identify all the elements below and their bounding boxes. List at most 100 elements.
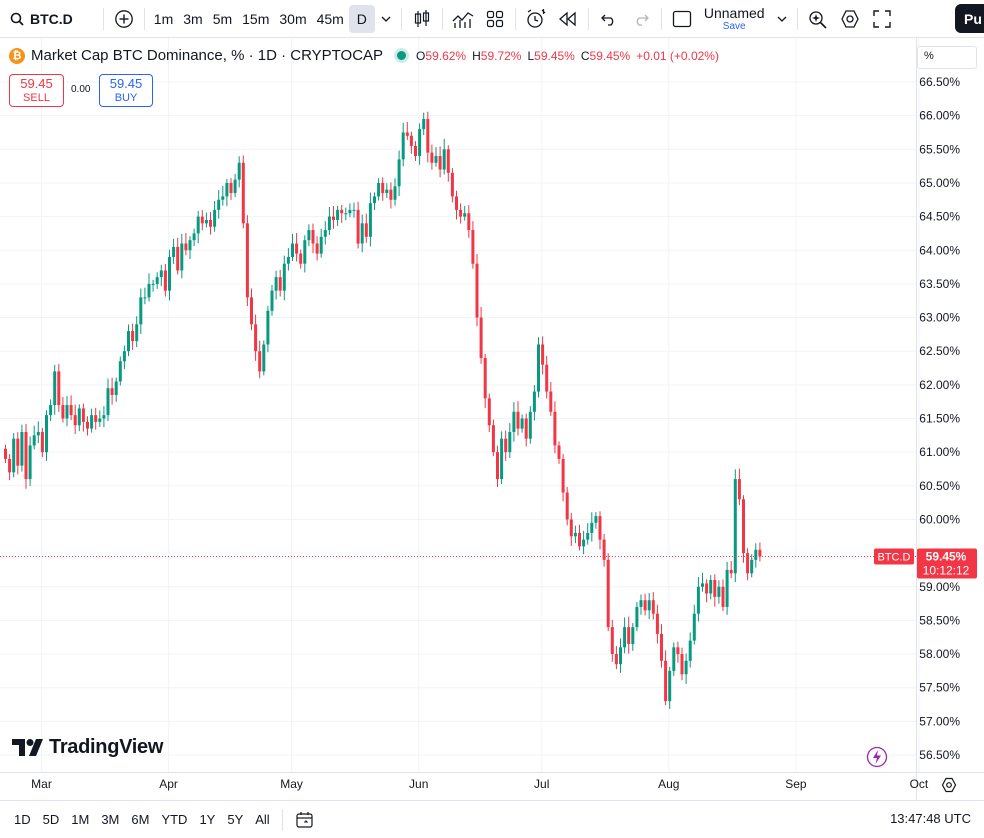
range-6m[interactable]: 6M bbox=[131, 812, 150, 827]
last-price-value: 59.45% bbox=[926, 549, 967, 563]
candle bbox=[373, 192, 376, 211]
candle bbox=[139, 288, 143, 334]
compare-symbol-button[interactable] bbox=[108, 5, 140, 33]
interval-d[interactable]: D bbox=[348, 4, 375, 33]
candle bbox=[590, 512, 594, 542]
candle bbox=[606, 553, 610, 632]
candle bbox=[98, 410, 102, 427]
publish-button[interactable]: Pu bbox=[955, 4, 984, 33]
candle bbox=[28, 436, 32, 486]
alarm-clock-icon bbox=[527, 8, 546, 28]
indicators-button[interactable] bbox=[447, 5, 479, 33]
rewind-icon bbox=[558, 11, 576, 26]
tradingview-logo[interactable]: TradingView bbox=[12, 736, 163, 759]
candle bbox=[684, 653, 688, 684]
candle bbox=[643, 593, 647, 616]
sell-label: SELL bbox=[23, 91, 50, 104]
candle bbox=[49, 399, 53, 422]
candle bbox=[327, 206, 331, 236]
candle bbox=[344, 207, 348, 221]
undo-button[interactable] bbox=[593, 5, 625, 33]
utc-clock[interactable]: 13:47:48 UTC bbox=[890, 811, 971, 826]
range-1y[interactable]: 1Y bbox=[199, 812, 216, 827]
layout-button[interactable] bbox=[666, 5, 698, 33]
range-ytd[interactable]: YTD bbox=[161, 812, 188, 827]
candle bbox=[709, 575, 713, 600]
time-tick-label: Mar bbox=[31, 777, 52, 791]
candle bbox=[217, 190, 221, 219]
candle bbox=[528, 406, 532, 444]
price-chart[interactable]: 56.50%57.00%57.50%58.00%58.50%59.00%59.5… bbox=[0, 38, 984, 800]
range-all[interactable]: All bbox=[255, 812, 270, 827]
candle bbox=[45, 410, 48, 461]
candle bbox=[582, 530, 586, 555]
settings-button[interactable] bbox=[834, 5, 866, 33]
market-status-dot[interactable] bbox=[397, 51, 407, 60]
candle bbox=[8, 454, 12, 481]
redo-button[interactable] bbox=[625, 5, 657, 33]
ohlc-values: O59.62% H59.72% L59.45% C59.45% +0.01 (+… bbox=[416, 49, 719, 63]
price-tick-label: 58.50% bbox=[919, 613, 960, 627]
candle bbox=[631, 623, 635, 651]
candle bbox=[422, 112, 426, 136]
price-scale-unit[interactable]: % bbox=[917, 46, 977, 69]
divider bbox=[441, 7, 443, 30]
candle bbox=[610, 619, 614, 662]
symbol-search[interactable]: BTC.D bbox=[0, 0, 83, 37]
range-1m[interactable]: 1M bbox=[71, 812, 90, 827]
candle bbox=[348, 203, 352, 218]
fullscreen-button[interactable] bbox=[866, 5, 898, 33]
last-price-label-bg bbox=[917, 548, 977, 579]
candle bbox=[725, 561, 729, 615]
alert-button[interactable] bbox=[520, 5, 552, 33]
candle bbox=[122, 345, 126, 370]
interval-30m[interactable]: 30m bbox=[279, 10, 307, 27]
interval-45m[interactable]: 45m bbox=[316, 10, 344, 27]
price-tick-label: 65.50% bbox=[919, 142, 960, 156]
legend-title[interactable]: Market Cap BTC Dominance, % · 1D · CRYPT… bbox=[31, 47, 384, 64]
go-to-date-button[interactable] bbox=[289, 806, 321, 834]
layout-name[interactable]: Unnamed Save bbox=[704, 6, 765, 32]
candle bbox=[159, 264, 163, 286]
templates-button[interactable] bbox=[479, 5, 511, 33]
sell-button[interactable]: 59.45 SELL bbox=[9, 74, 64, 107]
interval-1m[interactable]: 1m bbox=[153, 10, 174, 27]
candle bbox=[475, 254, 479, 327]
candle bbox=[241, 155, 245, 229]
candle bbox=[151, 279, 155, 292]
range-1d[interactable]: 1D bbox=[14, 812, 31, 827]
candle bbox=[463, 205, 467, 221]
candle bbox=[483, 353, 487, 409]
range-5y[interactable]: 5Y bbox=[227, 812, 244, 827]
range-3m[interactable]: 3M bbox=[101, 812, 120, 827]
chart-type-button[interactable] bbox=[406, 5, 438, 33]
candle bbox=[459, 203, 463, 224]
candle bbox=[291, 233, 294, 262]
candle bbox=[467, 205, 471, 238]
candle bbox=[668, 666, 672, 709]
lightning-icon[interactable] bbox=[866, 746, 888, 768]
settings-scale-icon[interactable] bbox=[941, 777, 957, 793]
candle bbox=[250, 288, 253, 331]
quick-search-button[interactable] bbox=[802, 5, 834, 33]
interval-3m[interactable]: 3m bbox=[183, 10, 203, 27]
bar-countdown: 10:12:12 bbox=[923, 563, 970, 577]
interval-dropdown[interactable] bbox=[375, 5, 397, 33]
candle bbox=[450, 168, 454, 203]
buy-button[interactable]: 59.45 BUY bbox=[99, 74, 153, 107]
replay-button[interactable] bbox=[552, 5, 584, 33]
range-5d[interactable]: 5D bbox=[42, 812, 60, 827]
sell-price: 59.45 bbox=[20, 75, 53, 91]
candle bbox=[20, 424, 24, 472]
candle bbox=[172, 238, 176, 264]
interval-15m[interactable]: 15m bbox=[242, 10, 270, 27]
price-tick-label: 63.00% bbox=[919, 311, 960, 325]
last-price-marker: BTC.D 59.45%10:12:12 bbox=[0, 548, 977, 579]
candle bbox=[368, 192, 372, 247]
candle bbox=[692, 604, 696, 645]
candle bbox=[414, 141, 417, 162]
candle bbox=[356, 201, 360, 249]
candle bbox=[90, 408, 94, 433]
interval-5m[interactable]: 5m bbox=[212, 10, 233, 27]
layout-dropdown[interactable] bbox=[771, 5, 793, 33]
